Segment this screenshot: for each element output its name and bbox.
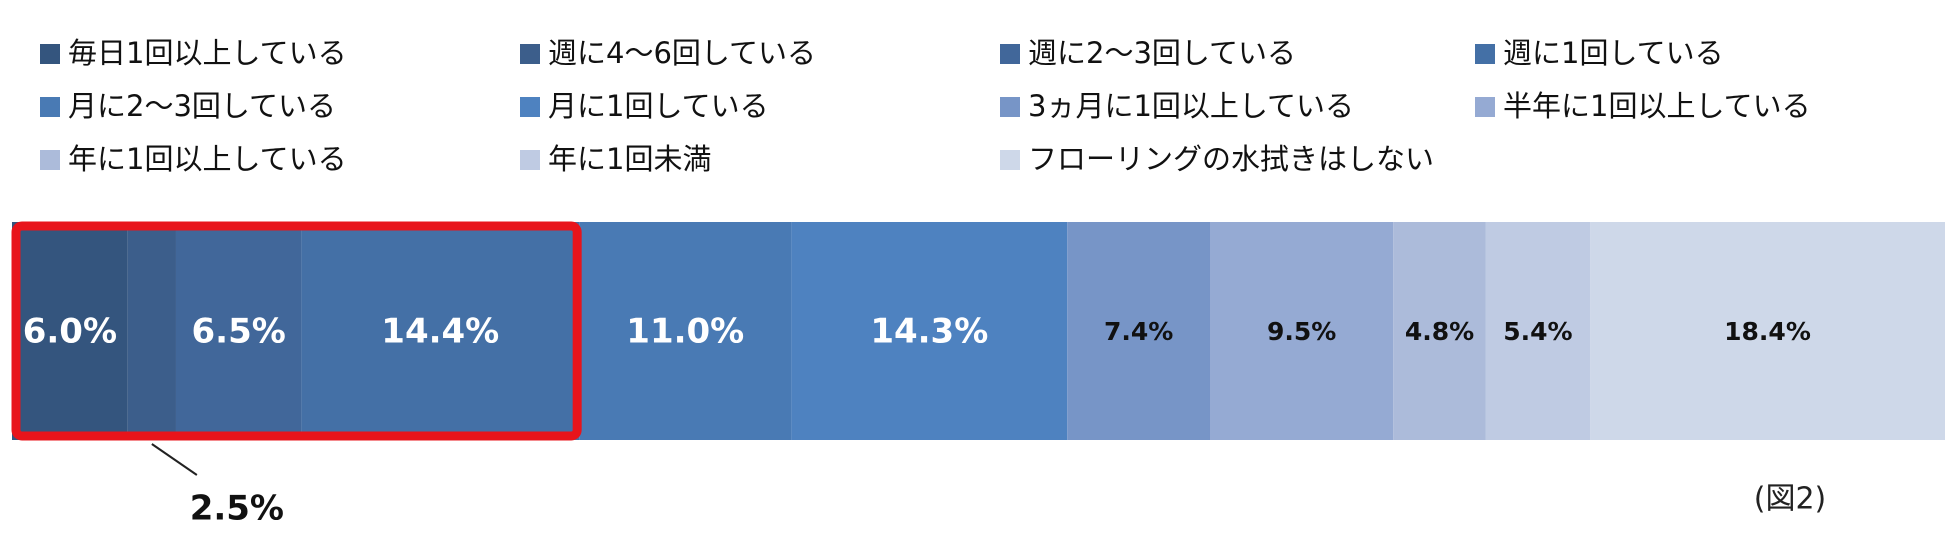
highlight-box (11, 221, 582, 441)
annotation: (図2) (1754, 482, 1827, 517)
bar-segment (791, 222, 1068, 440)
legend-label: 月に2～3回している (68, 89, 336, 123)
legend-marker (40, 97, 60, 117)
bar-segment (1485, 222, 1591, 440)
value-label: 14.3% (870, 312, 988, 352)
value-label: 9.5% (1267, 317, 1336, 346)
bar-segment (301, 222, 580, 440)
value-label: 4.8% (1405, 317, 1474, 346)
bar-segment (127, 222, 176, 440)
legend-marker (1475, 44, 1495, 64)
value-label: 11.0% (626, 312, 744, 352)
legend-marker (1000, 150, 1020, 170)
value-label: 5.4% (1503, 317, 1572, 346)
legend-label: 週に1回している (1503, 36, 1724, 70)
value-label: 2.5% (190, 489, 284, 529)
legend-marker (520, 150, 540, 170)
legend-label: 3ヵ月に1回以上している (1028, 89, 1354, 123)
value-label: 6.0% (23, 312, 117, 352)
legend-label: 週に2～3回している (1028, 36, 1296, 70)
legend-marker (40, 44, 60, 64)
value-label: 7.4% (1104, 317, 1173, 346)
bar-segment (1590, 222, 1945, 440)
legend-marker (1000, 44, 1020, 64)
bar-segment (1393, 222, 1486, 440)
legend-label: 毎日1回以上している (68, 36, 347, 70)
bar-segment (1067, 222, 1210, 440)
bar-segment (579, 222, 792, 440)
bar-segment (175, 222, 302, 440)
legend-label: 年に1回以上している (68, 142, 347, 176)
legend-marker (1000, 97, 1020, 117)
legend-label: 週に4～6回している (548, 36, 816, 70)
value-label: 18.4% (1724, 317, 1811, 346)
value-label: 6.5% (192, 312, 286, 352)
legend-label: 半年に1回以上している (1503, 89, 1811, 123)
legend-marker (520, 97, 540, 117)
bar-segment (12, 222, 128, 440)
legend-label: 月に1回している (548, 89, 769, 123)
bar-segment (1209, 222, 1394, 440)
legend-marker (40, 150, 60, 170)
legend-label: 年に1回未満 (548, 142, 711, 176)
legend-marker (1475, 97, 1495, 117)
legend-marker (520, 44, 540, 64)
legend-label: フローリングの水拭きはしない (1028, 142, 1434, 176)
value-label: 14.4% (381, 312, 499, 352)
leader-line (151, 443, 198, 476)
